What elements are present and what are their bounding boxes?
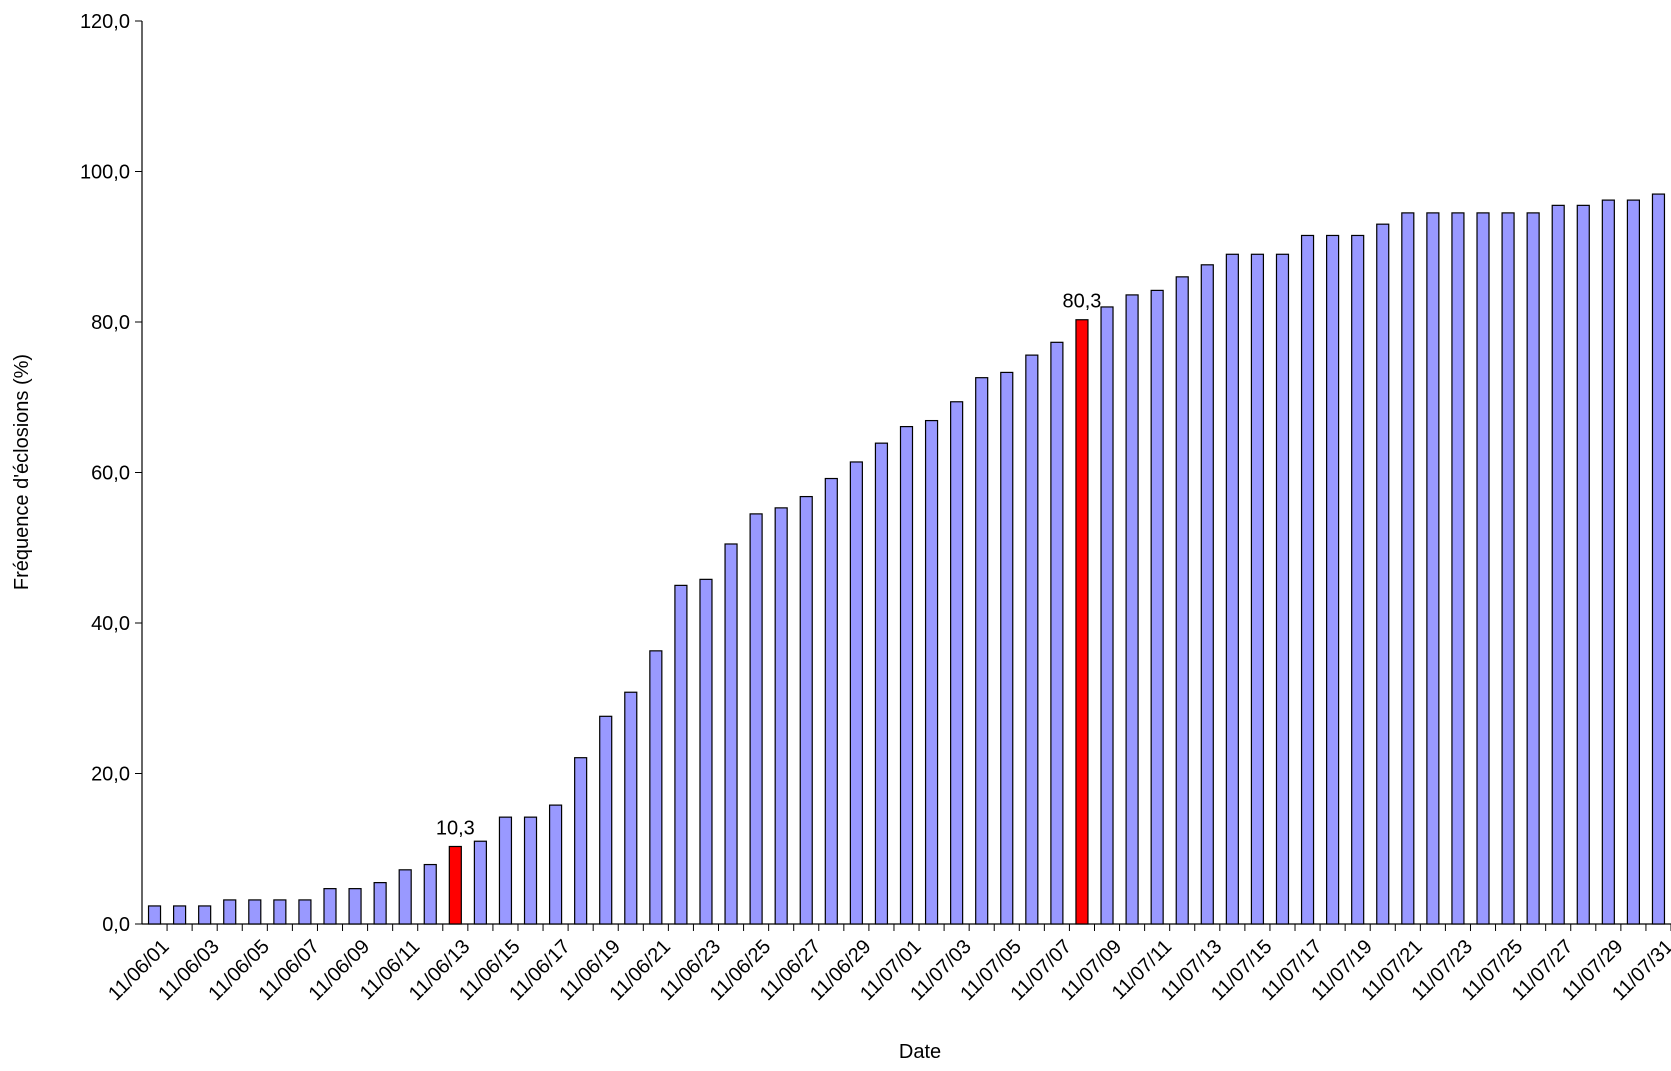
- y-tick-label: 0,0: [102, 914, 130, 936]
- bar: [1300, 234, 1315, 925]
- bar: [774, 507, 788, 925]
- bar: [273, 899, 287, 925]
- bar: [924, 419, 939, 925]
- y-tick-label: 100,0: [80, 162, 130, 184]
- bar: [473, 840, 487, 925]
- bar: [824, 477, 838, 925]
- bar: [724, 543, 738, 925]
- bar: [899, 425, 914, 925]
- bar: [1050, 341, 1064, 925]
- bar: [874, 442, 889, 925]
- bar: [1275, 253, 1290, 925]
- data-label: 10,3: [436, 817, 475, 839]
- bar: [398, 869, 412, 925]
- bar: [624, 691, 638, 925]
- bar: [147, 905, 162, 925]
- bar: [298, 899, 312, 925]
- bar: [172, 905, 187, 925]
- bar: [1200, 264, 1214, 925]
- bar: [1551, 204, 1565, 925]
- bar: [1000, 371, 1014, 925]
- bar: [498, 816, 513, 925]
- bar: [1150, 289, 1164, 925]
- y-tick-label: 80,0: [91, 312, 130, 334]
- bar: [649, 650, 663, 925]
- bar: [975, 377, 989, 925]
- bar: [1626, 199, 1641, 925]
- bar: [198, 905, 212, 925]
- bar: [574, 757, 588, 925]
- bar: [348, 888, 362, 925]
- bar: [1175, 276, 1189, 925]
- bar: [1476, 212, 1490, 925]
- bar: [1125, 294, 1139, 925]
- bar: [699, 578, 713, 925]
- bar: [1601, 199, 1615, 925]
- y-tick-label: 40,0: [91, 613, 130, 635]
- bar: [1501, 212, 1515, 925]
- bar: [1025, 354, 1039, 925]
- bar: [599, 715, 613, 925]
- data-label: 80,3: [1062, 291, 1101, 313]
- bar: [323, 888, 337, 925]
- bar: [1225, 253, 1239, 925]
- bar: [523, 816, 538, 925]
- bar: [1651, 193, 1666, 925]
- bar: [849, 461, 863, 925]
- bar: [674, 584, 688, 925]
- bar: [1526, 212, 1540, 925]
- y-tick-label: 120,0: [80, 11, 130, 33]
- y-axis-title: Fréquence d'éclosions (%): [11, 354, 33, 590]
- bar: [1075, 319, 1089, 925]
- x-axis-title: Date: [899, 1041, 941, 1063]
- bar: [548, 804, 563, 925]
- bar: [223, 899, 237, 925]
- bar: [799, 495, 813, 925]
- bar: [1351, 234, 1365, 925]
- y-tick-label: 60,0: [91, 463, 130, 485]
- bar: [448, 845, 462, 925]
- bar: [950, 401, 964, 925]
- bar: [1250, 253, 1265, 925]
- bar: [423, 863, 437, 925]
- bar: [1326, 234, 1340, 925]
- bar: [248, 899, 262, 925]
- bar: [373, 882, 387, 925]
- bar: [1576, 204, 1590, 925]
- bar: [749, 513, 763, 925]
- bar: [1376, 223, 1390, 925]
- bar: [1451, 212, 1465, 925]
- bar: [1100, 306, 1114, 925]
- bar: [1426, 212, 1440, 925]
- y-tick-label: 20,0: [91, 764, 130, 786]
- bar: [1401, 212, 1415, 925]
